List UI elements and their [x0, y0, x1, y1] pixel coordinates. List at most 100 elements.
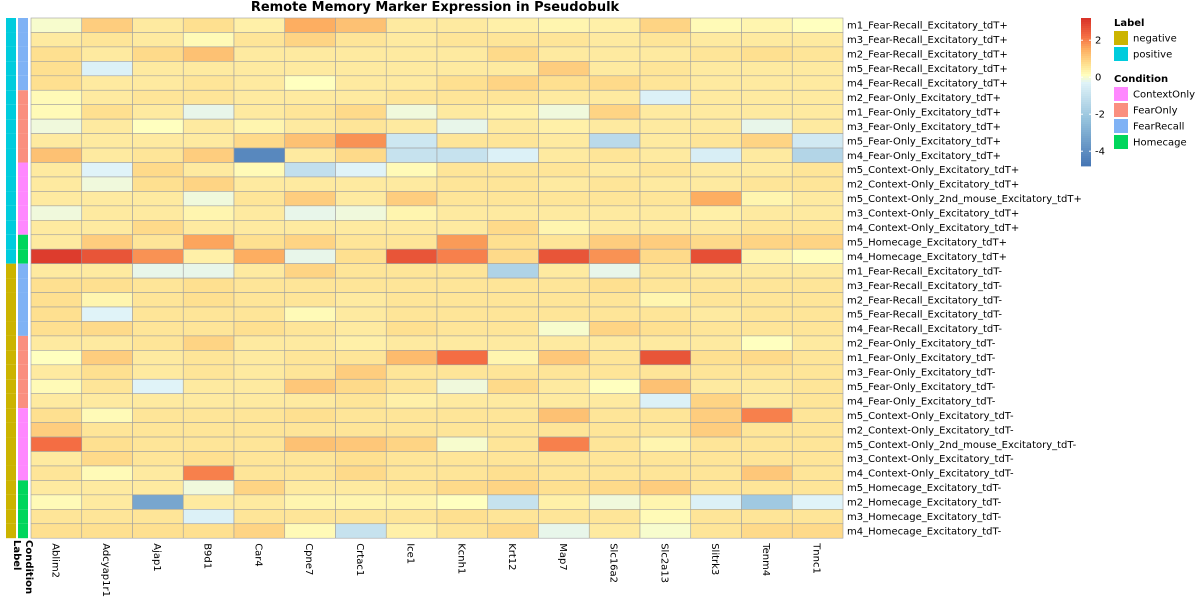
heatmap-cell [385, 494, 438, 510]
row-label: m2_Fear-Only_Excitatory_tdT- [847, 339, 996, 350]
heatmap-cell [182, 508, 235, 525]
color-scale-segment [1081, 44, 1091, 47]
heatmap-cell [182, 480, 235, 496]
heatmap-cell [741, 364, 793, 380]
label-annotation-cell [6, 148, 16, 163]
condition-annotation-cell [18, 234, 28, 250]
heatmap-cell [132, 378, 184, 394]
color-scale-segment [1081, 116, 1091, 119]
condition-annotation-cell [18, 263, 28, 279]
heatmap-cell [30, 364, 83, 380]
heatmap-cell [588, 480, 641, 496]
heatmap-cell [335, 133, 387, 149]
heatmap-cell [639, 162, 692, 178]
color-scale-segment [1081, 82, 1091, 85]
heatmap-cell [81, 234, 133, 250]
heatmap-cell [436, 75, 489, 91]
color-scale-segment [1081, 152, 1091, 155]
heatmap-cell [690, 451, 742, 467]
column-label: Adcyap1r1 [100, 543, 111, 597]
heatmap-cell [30, 451, 83, 467]
heatmap-cell [639, 465, 692, 481]
heatmap-cell [538, 465, 590, 481]
heatmap-cell [233, 378, 286, 394]
heatmap-cell [132, 61, 184, 77]
heatmap-cell [487, 364, 539, 380]
heatmap-cell [81, 61, 133, 77]
color-scale-segment [1081, 20, 1091, 23]
heatmap-cell [690, 89, 742, 105]
heatmap-cell [284, 248, 336, 264]
heatmap-cell [538, 480, 590, 496]
heatmap-cell [791, 191, 844, 207]
heatmap-cell [487, 61, 539, 77]
heatmap-cell [690, 75, 742, 91]
heatmap-cell [538, 61, 590, 77]
heatmap-cell [81, 321, 133, 337]
heatmap-cell [132, 494, 184, 510]
color-scale-segment [1081, 126, 1091, 129]
heatmap-cell [385, 248, 438, 264]
heatmap-cell [588, 422, 641, 438]
label-annotation-cell [6, 494, 16, 510]
heatmap-cell [791, 494, 844, 510]
heatmap-cell [182, 133, 235, 149]
heatmap-cell [538, 451, 590, 467]
heatmap-cell [588, 306, 641, 322]
legend-condition-item: FearRecall [1133, 122, 1184, 133]
heatmap-cell [487, 133, 539, 149]
heatmap-cell [741, 523, 793, 539]
heatmap-cell [741, 422, 793, 438]
legend-condition-swatch [1114, 103, 1128, 117]
heatmap-cell [335, 292, 387, 308]
heatmap-cell [132, 465, 184, 481]
heatmap-cell [335, 234, 387, 250]
heatmap-cell [233, 480, 286, 496]
heatmap-cell [741, 75, 793, 91]
legend-label-swatch [1114, 47, 1128, 61]
heatmap-cell [741, 292, 793, 308]
heatmap-cell [132, 147, 184, 163]
heatmap-cell [30, 393, 83, 409]
heatmap-cell [385, 32, 438, 48]
condition-annotation-cell [18, 104, 28, 120]
heatmap-cell [385, 220, 438, 236]
heatmap-cell [335, 89, 387, 105]
heatmap-cell [741, 89, 793, 105]
color-scale-segment [1081, 130, 1091, 133]
heatmap-cell [132, 523, 184, 539]
heatmap-cell [487, 306, 539, 322]
condition-annotation-cell [18, 451, 28, 466]
heatmap-cell [284, 407, 336, 423]
heatmap-cell [436, 104, 489, 120]
heatmap-cell [639, 104, 692, 120]
heatmap-cell [132, 162, 184, 178]
row-label: m5_Fear-Recall_Excitatory_tdT- [847, 310, 1002, 321]
color-scale-segment [1081, 104, 1091, 107]
heatmap-cell [436, 46, 489, 62]
column-label: Slc2a13 [658, 543, 669, 583]
heatmap-cell [588, 436, 641, 452]
heatmap-cell [81, 75, 133, 91]
label-annotation-cell [6, 162, 16, 177]
heatmap-cell [436, 220, 489, 236]
legend-label-item: positive [1133, 50, 1172, 61]
color-scale-segment [1081, 70, 1091, 73]
heatmap-cell [639, 17, 692, 33]
heatmap-cell [487, 407, 539, 423]
condition-annotation-cell [18, 307, 28, 322]
column-label: Car4 [252, 543, 263, 567]
heatmap-cell [436, 292, 489, 308]
heatmap-cell [132, 104, 184, 120]
heatmap-cell [639, 234, 692, 250]
column-label: Map7 [557, 543, 568, 570]
heatmap-cell [791, 89, 844, 105]
heatmap-cell [639, 61, 692, 77]
label-annotation-cell [6, 133, 16, 149]
heatmap-cell [588, 494, 641, 510]
heatmap-cell [791, 335, 844, 351]
heatmap-cell [284, 263, 336, 279]
heatmap-cell [233, 451, 286, 467]
heatmap-cell [639, 494, 692, 510]
heatmap-cell [335, 220, 387, 236]
